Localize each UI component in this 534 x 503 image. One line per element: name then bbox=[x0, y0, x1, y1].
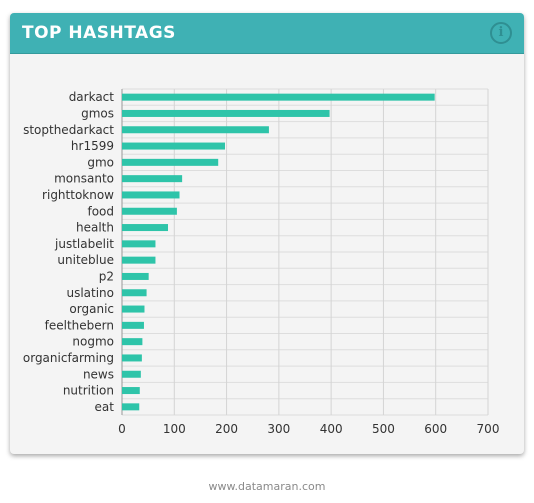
category-label: uniteblue bbox=[57, 253, 114, 267]
bar-organic bbox=[122, 305, 145, 313]
bar-organicfarming bbox=[122, 354, 142, 362]
category-label: monsanto bbox=[54, 172, 114, 186]
top-hashtags-card: TOP HASHTAGS i 0 100 200 300 400 500 600 700 dar… bbox=[10, 13, 524, 454]
bar-health bbox=[122, 224, 169, 232]
category-label: nutrition bbox=[63, 384, 114, 398]
bar-monsanto bbox=[122, 175, 183, 183]
bar-stopthedarkact bbox=[122, 126, 269, 134]
category-label: justlabelit bbox=[54, 237, 114, 251]
category-label: gmos bbox=[81, 106, 114, 120]
category-label: news bbox=[83, 367, 114, 381]
x-tick-label: 600 bbox=[424, 422, 447, 436]
bar-justlabelit bbox=[122, 240, 156, 248]
category-label: gmo bbox=[87, 155, 114, 169]
category-label: hr1599 bbox=[71, 139, 114, 153]
bar-gmos bbox=[122, 109, 330, 117]
category-label: health bbox=[76, 221, 114, 235]
category-label: feelthebern bbox=[45, 318, 114, 332]
bar-gmo bbox=[122, 158, 219, 166]
bar-darkact bbox=[122, 93, 435, 101]
card-title: TOP HASHTAGS bbox=[22, 23, 176, 43]
category-label: nogmo bbox=[72, 335, 114, 349]
category-label: righttoknow bbox=[42, 188, 114, 202]
category-label: stopthedarkact bbox=[23, 123, 114, 137]
x-tick-label: 500 bbox=[372, 422, 395, 436]
category-label: eat bbox=[95, 400, 115, 414]
bar-food bbox=[122, 207, 177, 215]
bar-p2 bbox=[122, 272, 149, 280]
bar-nutrition bbox=[122, 387, 140, 395]
bar-feelthebern bbox=[122, 321, 144, 329]
bar-hr1599 bbox=[122, 142, 226, 150]
info-icon[interactable]: i bbox=[490, 22, 512, 44]
bar-news bbox=[122, 370, 141, 378]
card-header: TOP HASHTAGS i bbox=[10, 13, 524, 54]
category-label: p2 bbox=[99, 269, 114, 283]
x-tick-label: 700 bbox=[477, 422, 500, 436]
bar-righttoknow bbox=[122, 191, 180, 199]
category-label: organicfarming bbox=[23, 351, 114, 365]
category-label: organic bbox=[69, 302, 114, 316]
x-tick-label: 300 bbox=[267, 422, 290, 436]
hashtag-bar-chart: 0 100 200 300 400 500 600 700 darkact gmos stopthe… bbox=[23, 88, 500, 436]
x-tick-label: 400 bbox=[320, 422, 343, 436]
category-label: uslatino bbox=[66, 286, 114, 300]
category-label: darkact bbox=[69, 90, 115, 104]
footer-link[interactable]: www.datamaran.com bbox=[208, 480, 326, 493]
bar-nogmo bbox=[122, 338, 143, 346]
bar-eat bbox=[122, 403, 140, 411]
x-tick-label: 100 bbox=[163, 422, 186, 436]
chart-area: 0 100 200 300 400 500 600 700 darkact gmos stopthe… bbox=[10, 54, 524, 454]
x-tick-label: 200 bbox=[215, 422, 238, 436]
bar-uniteblue bbox=[122, 256, 156, 264]
category-label: food bbox=[87, 204, 114, 218]
x-tick-label: 0 bbox=[118, 422, 126, 436]
bar-uslatino bbox=[122, 289, 147, 297]
